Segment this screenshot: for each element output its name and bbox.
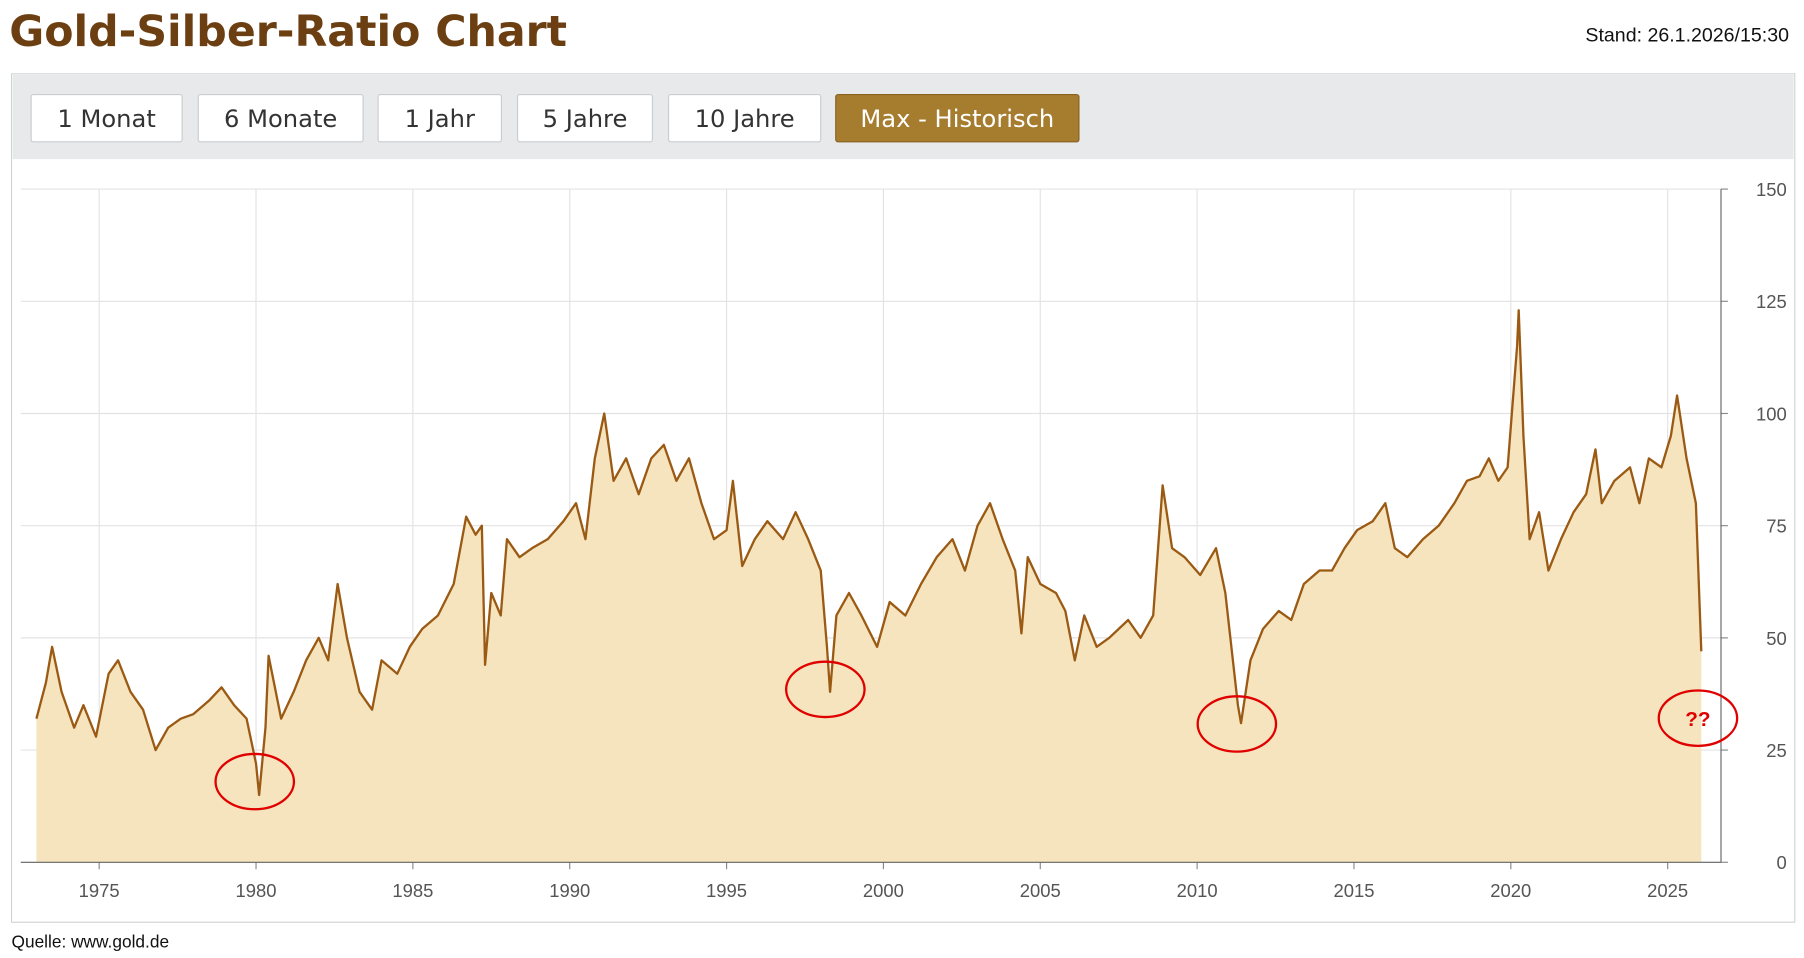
range-button[interactable]: 1 Jahr (377, 93, 503, 143)
button-label: 5 Jahre (543, 105, 628, 133)
button-bg (377, 93, 503, 143)
page-title: Gold-Silber-Ratio Chart (9, 7, 567, 57)
y-tick-label: 50 (1766, 628, 1787, 649)
area-fill (36, 310, 1702, 863)
annotation-circle (214, 752, 296, 811)
button-label: 1 Monat (57, 105, 155, 133)
button-label: 1 Jahr (405, 105, 475, 133)
x-tick-label: 2000 (863, 880, 904, 901)
ratio-line (35, 309, 1703, 797)
button-label: Max - Historisch (860, 105, 1054, 133)
annotation-circle (784, 660, 866, 719)
y-tick-label: 125 (1756, 291, 1787, 312)
x-tick-label: 2015 (1333, 880, 1374, 901)
x-tick-label: 2010 (1177, 880, 1218, 901)
x-tick-label: 1975 (79, 880, 120, 901)
x-tick-label: 1980 (236, 880, 277, 901)
y-tick-label: 100 (1756, 403, 1787, 424)
range-button[interactable]: 6 Monate (197, 93, 364, 143)
annotation: ?? (1685, 708, 1710, 731)
timestamp: Stand: 26.1.2026/15:30 (1585, 25, 1789, 47)
source: Quelle: www.gold.de (12, 932, 170, 952)
range-button[interactable]: 10 Jahre (667, 93, 822, 143)
range-button[interactable]: 5 Jahre (516, 93, 654, 143)
button-bg (197, 93, 364, 143)
x-tick-label: 1985 (392, 880, 433, 901)
y-tick-label: 75 (1766, 516, 1787, 537)
x-tick-label: 2025 (1647, 880, 1688, 901)
y-tick-label: 150 (1756, 179, 1787, 200)
annotation-circle (1657, 689, 1739, 748)
button-bg (516, 93, 654, 143)
range-button[interactable]: Max - Historisch (835, 93, 1080, 143)
button-label: 6 Monate (224, 105, 337, 133)
button-bg (835, 93, 1080, 143)
button-label: 10 Jahre (695, 105, 795, 133)
x-tick-label: 1990 (549, 880, 590, 901)
button-bg (667, 93, 822, 143)
x-tick-label: 2020 (1490, 880, 1531, 901)
x-tick-label: 2005 (1020, 880, 1061, 901)
annotation-circle (1196, 695, 1278, 753)
range-button[interactable]: 1 Monat (30, 93, 183, 143)
x-tick-label: 1995 (706, 880, 747, 901)
button-bg (30, 93, 183, 143)
y-tick-label: 25 (1766, 740, 1787, 761)
y-tick-label: 0 (1776, 852, 1786, 873)
